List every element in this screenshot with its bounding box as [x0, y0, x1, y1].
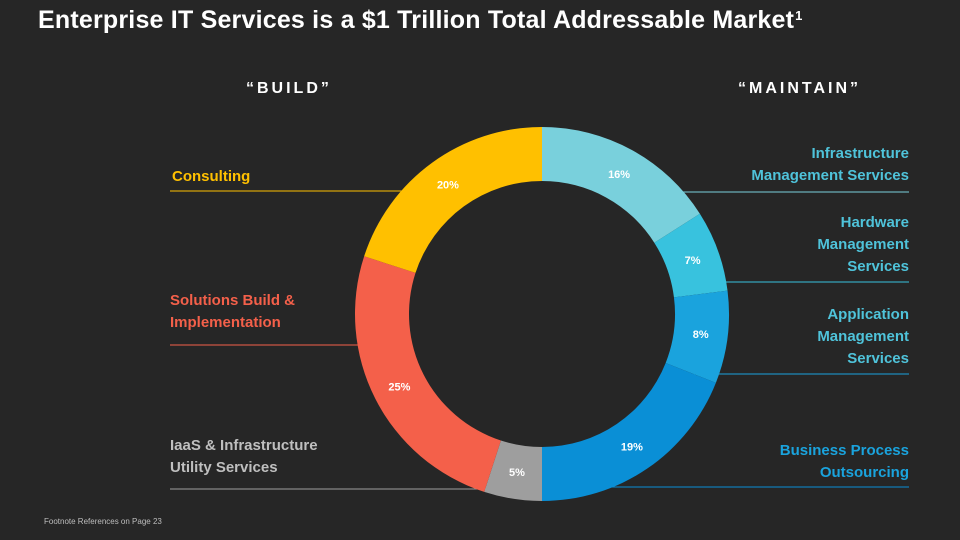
slice-business-process-outsourcing [542, 362, 716, 501]
slice-infrastructure-management-services [542, 127, 700, 243]
percent-label-iaas-and-infrastructure-utility-services: 5% [509, 467, 525, 479]
leader-lines [170, 190, 909, 490]
category-label-application-management-services: Application Management Services [817, 304, 909, 370]
category-label-line: Solutions Build & [170, 292, 295, 309]
category-label-consulting: Consulting [172, 166, 250, 188]
category-label-line: Implementation [170, 314, 281, 331]
category-label-business-process-outsourcing: Business Process Outsourcing [780, 440, 909, 484]
category-label-line: Management [817, 328, 909, 345]
category-label-line: Hardware [840, 214, 909, 231]
category-label-line: Utility Services [170, 459, 278, 476]
category-label-line: Application [827, 306, 909, 323]
slice-consulting [364, 127, 542, 273]
category-label-line: Management [817, 236, 909, 253]
category-label-line: Business Process [779, 442, 909, 459]
category-label-line: Consulting [172, 168, 251, 185]
category-label-line: Services [847, 350, 909, 367]
percent-label-business-process-outsourcing: 19% [621, 441, 643, 453]
category-label-line: Outsourcing [819, 464, 909, 481]
percent-label-solutions-build-and-implementation: 25% [388, 382, 410, 394]
slice-solutions-build-and-implementation [355, 256, 501, 492]
title-footnote-marker: 1 [795, 8, 803, 23]
donut-slices [355, 127, 730, 501]
maintain-heading: “MAINTAIN” [738, 80, 862, 97]
footnote: Footnote References on Page 23 [44, 517, 162, 526]
category-label-line: IaaS & Infrastructure [170, 437, 318, 454]
category-label-line: Management Services [751, 167, 909, 184]
category-label-infrastructure-management-services: Infrastructure Management Services [751, 143, 909, 187]
slice-iaas-and-infrastructure-utility-services [484, 440, 542, 501]
category-label-line: Services [847, 258, 909, 275]
category-label-solutions-build-and-implementation: Solutions Build & Implementation [170, 290, 295, 334]
percent-labels: 16% 7% 8% 19% 5% 25% 20% [388, 169, 708, 479]
category-label-hardware-management-services: Hardware Management Services [817, 212, 909, 278]
slice-application-management-services [665, 290, 730, 383]
category-label-iaas-and-infrastructure-utility-services: IaaS & Infrastructure Utility Services [170, 435, 318, 479]
percent-label-application-management-services: 8% [693, 329, 709, 341]
slide-title-text: Enterprise IT Services is a $1 Trillion … [38, 6, 795, 34]
category-label-line: Infrastructure [811, 145, 909, 162]
percent-label-hardware-management-services: 7% [685, 255, 701, 267]
slice-hardware-management-services [654, 213, 728, 298]
build-heading: “BUILD” [246, 80, 332, 97]
percent-label-consulting: 20% [437, 180, 459, 192]
percent-label-infrastructure-management-services: 16% [608, 169, 630, 181]
slide-title: Enterprise IT Services is a $1 Trillion … [38, 6, 938, 35]
